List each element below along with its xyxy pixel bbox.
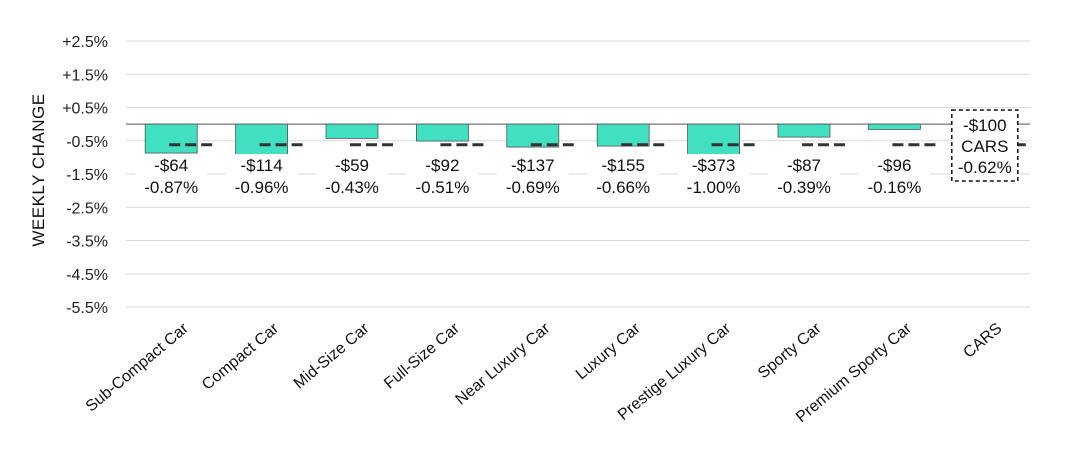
label-background bbox=[135, 154, 208, 202]
data-labels: -$64 -0.87% -$114 -0.96% -$59 -0.43% -$92 -0.51… bbox=[135, 109, 1019, 202]
y-tick-label: +0.5% bbox=[62, 101, 108, 118]
category-label: Luxury Car bbox=[573, 320, 644, 384]
dollar-label: -$59 bbox=[335, 156, 369, 175]
bar bbox=[235, 123, 289, 157]
bar bbox=[325, 123, 379, 139]
y-tick-label: -0.5% bbox=[66, 134, 108, 151]
dollar-label: -$137 bbox=[511, 156, 554, 175]
category-label: Sub-Compact Car bbox=[83, 320, 193, 416]
category-label: Mid-Size Car bbox=[291, 320, 373, 393]
percent-label: -0.43% bbox=[325, 178, 379, 197]
percent-label: -0.16% bbox=[867, 178, 921, 197]
category-label: Near Luxury Car bbox=[453, 320, 554, 409]
dollar-label: -$87 bbox=[787, 156, 821, 175]
percent-label: -0.51% bbox=[415, 178, 469, 197]
label-background bbox=[225, 154, 298, 202]
label-background bbox=[587, 154, 660, 202]
summary-dollar-label: -$100 bbox=[963, 116, 1006, 135]
category-label: Sporty Car bbox=[755, 320, 825, 383]
summary-box bbox=[951, 109, 1019, 182]
y-tick-label: +1.5% bbox=[62, 67, 108, 84]
percent-label: -1.00% bbox=[687, 178, 741, 197]
y-tick-label: -1.5% bbox=[66, 167, 108, 184]
bars bbox=[144, 123, 921, 158]
bar bbox=[687, 123, 740, 158]
category-labels: Sub-Compact Car Compact Car Mid-Size Car Fu… bbox=[83, 320, 1006, 427]
dollar-label: -$92 bbox=[425, 156, 459, 175]
label-background bbox=[406, 154, 479, 202]
y-tick-label: -4.5% bbox=[66, 267, 108, 284]
label-background bbox=[858, 154, 931, 202]
bar bbox=[415, 123, 469, 142]
category-label: Full-Size Car bbox=[381, 320, 463, 393]
bar bbox=[777, 123, 831, 138]
y-tick-label: -3.5% bbox=[66, 234, 108, 251]
percent-label: -0.66% bbox=[596, 178, 650, 197]
y-tick-labels: +2.5% +1.5% +0.5% -0.5% -1.5% -2.5% -3.5% -4.5%… bbox=[62, 34, 108, 317]
bar bbox=[868, 123, 921, 130]
dollar-label: -$155 bbox=[601, 156, 644, 175]
bar bbox=[506, 123, 560, 148]
dollar-label: -$64 bbox=[154, 156, 188, 175]
label-background bbox=[768, 154, 840, 202]
y-axis-label: WEEKLY CHANGE bbox=[29, 93, 48, 246]
bar bbox=[144, 123, 198, 154]
percent-label: -0.39% bbox=[777, 178, 831, 197]
category-label: CARS bbox=[960, 320, 1005, 362]
bar bbox=[596, 123, 650, 147]
percent-label: -0.87% bbox=[144, 178, 198, 197]
label-background bbox=[677, 154, 750, 202]
dollar-label: -$114 bbox=[240, 156, 282, 175]
summary-percent-label: -0.62% bbox=[958, 158, 1012, 177]
percent-label: -0.69% bbox=[506, 178, 560, 197]
category-label: Compact Car bbox=[199, 320, 283, 394]
dollar-label: -$96 bbox=[877, 156, 911, 175]
dollar-label: -$373 bbox=[692, 156, 735, 175]
y-tick-label: -2.5% bbox=[66, 200, 108, 217]
percent-label: -0.96% bbox=[235, 178, 289, 197]
y-tick-label: +2.5% bbox=[62, 34, 108, 51]
label-background bbox=[496, 154, 569, 202]
summary-name-label: CARS bbox=[961, 137, 1008, 156]
y-tick-label: -5.5% bbox=[66, 300, 108, 317]
label-background bbox=[316, 154, 388, 202]
